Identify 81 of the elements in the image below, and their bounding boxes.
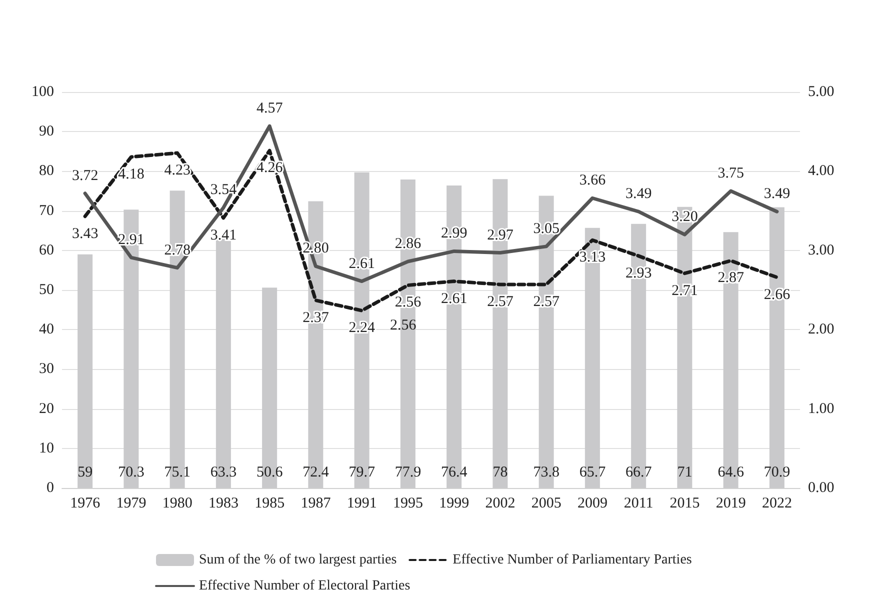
y-tick-label: 40 [39,322,54,338]
data-label: 3.49 [764,186,790,202]
data-label: 2.78 [164,242,190,258]
data-label: 2.37 [302,310,330,326]
legend-label: Effective Number of Electoral Parties [199,578,410,594]
y-tick-label: 0 [46,480,54,496]
y2-tick-label: 1.00 [808,400,834,417]
y-tick-label: 80 [39,163,54,180]
data-label: 78 [492,464,508,480]
y-tick-label: 60 [39,242,54,258]
x-tick-label: 1979 [116,496,146,512]
y-tick-label: 100 [32,84,54,100]
data-label: 4.57 [256,100,284,117]
x-tick-label: 2022 [762,496,792,512]
data-label: 65.7 [579,464,606,480]
data-label: 2.56 [394,294,422,311]
x-tick-label: 1991 [346,496,377,512]
x-tick-label: 2011 [624,496,654,512]
data-label: 2.87 [718,270,744,286]
data-label: 70.3 [118,464,144,480]
data-label: 2.66 [764,286,791,303]
data-label: 3.66 [579,172,606,189]
data-label: 75.1 [164,464,190,480]
y-tick-label: 20 [39,400,54,417]
y2-tick-label: 5.00 [808,84,834,100]
data-label: 2.61 [348,256,375,272]
data-label: 2.93 [625,265,652,282]
data-label: 3.43 [72,226,98,242]
data-label: 3.13 [579,250,606,266]
x-tick-label: 2019 [716,496,746,512]
data-label: 79.7 [348,464,376,480]
x-tick-label: 2002 [485,496,516,512]
data-label: 3.75 [718,166,744,182]
y2-tick-label: 4.00 [808,163,834,180]
data-label: 2.61 [440,290,468,307]
y-tick-label: 90 [39,124,54,140]
x-tick-label: 1985 [254,496,285,512]
legend-label: Sum of the % of two largest parties [199,552,397,568]
data-label: 4.18 [118,166,144,182]
data-label: 77.9 [394,464,422,480]
annotation: 2.56 [390,318,417,334]
x-tick-label: 2015 [670,496,700,512]
data-label: 2.57 [487,294,514,310]
data-label: 2.57 [533,294,560,310]
x-tick-label: 2005 [531,496,562,512]
data-label: 66.7 [625,464,652,480]
data-label: 2.24 [348,320,376,336]
data-label: 3.05 [533,220,560,237]
data-label: 2.99 [440,226,468,242]
y2-tick-label: 3.00 [808,242,834,258]
y-tick-label: 50 [39,282,54,298]
x-tick-label: 1983 [208,496,238,512]
data-label: 3.72 [72,168,98,184]
y2-tick-label: 0.00 [808,480,834,496]
data-label: 63.3 [210,464,237,480]
x-tick-label: 1999 [439,496,470,512]
y-tick-label: 70 [39,202,54,219]
data-label: 73.8 [533,464,560,480]
data-label: 70.9 [764,464,790,480]
data-label: 3.20 [672,209,698,226]
data-label: 2.86 [394,236,422,252]
x-tick-label: 1995 [392,496,423,512]
data-label: 50.6 [256,464,284,480]
data-label: 2.71 [672,282,698,299]
data-label: 72.4 [302,464,330,480]
data-label: 76.4 [440,464,468,480]
data-label: 4.23 [164,162,190,178]
x-tick-label: 1987 [300,496,332,512]
legend-label: Effective Number of Parliamentary Parties [452,552,692,568]
x-tick-label: 1980 [162,496,192,512]
data-label: 2.97 [487,227,514,244]
y-tick-label: 30 [39,361,54,378]
y2-tick-label: 2.00 [808,322,834,338]
x-tick-label: 2009 [577,496,608,512]
data-label: 3.49 [625,186,652,202]
data-label: 59 [78,464,93,480]
y-tick-label: 10 [39,440,54,456]
x-tick-label: 1976 [70,496,101,512]
data-label: 71 [677,464,692,480]
data-label: 3.41 [210,227,237,244]
data-label: 64.6 [718,464,744,480]
